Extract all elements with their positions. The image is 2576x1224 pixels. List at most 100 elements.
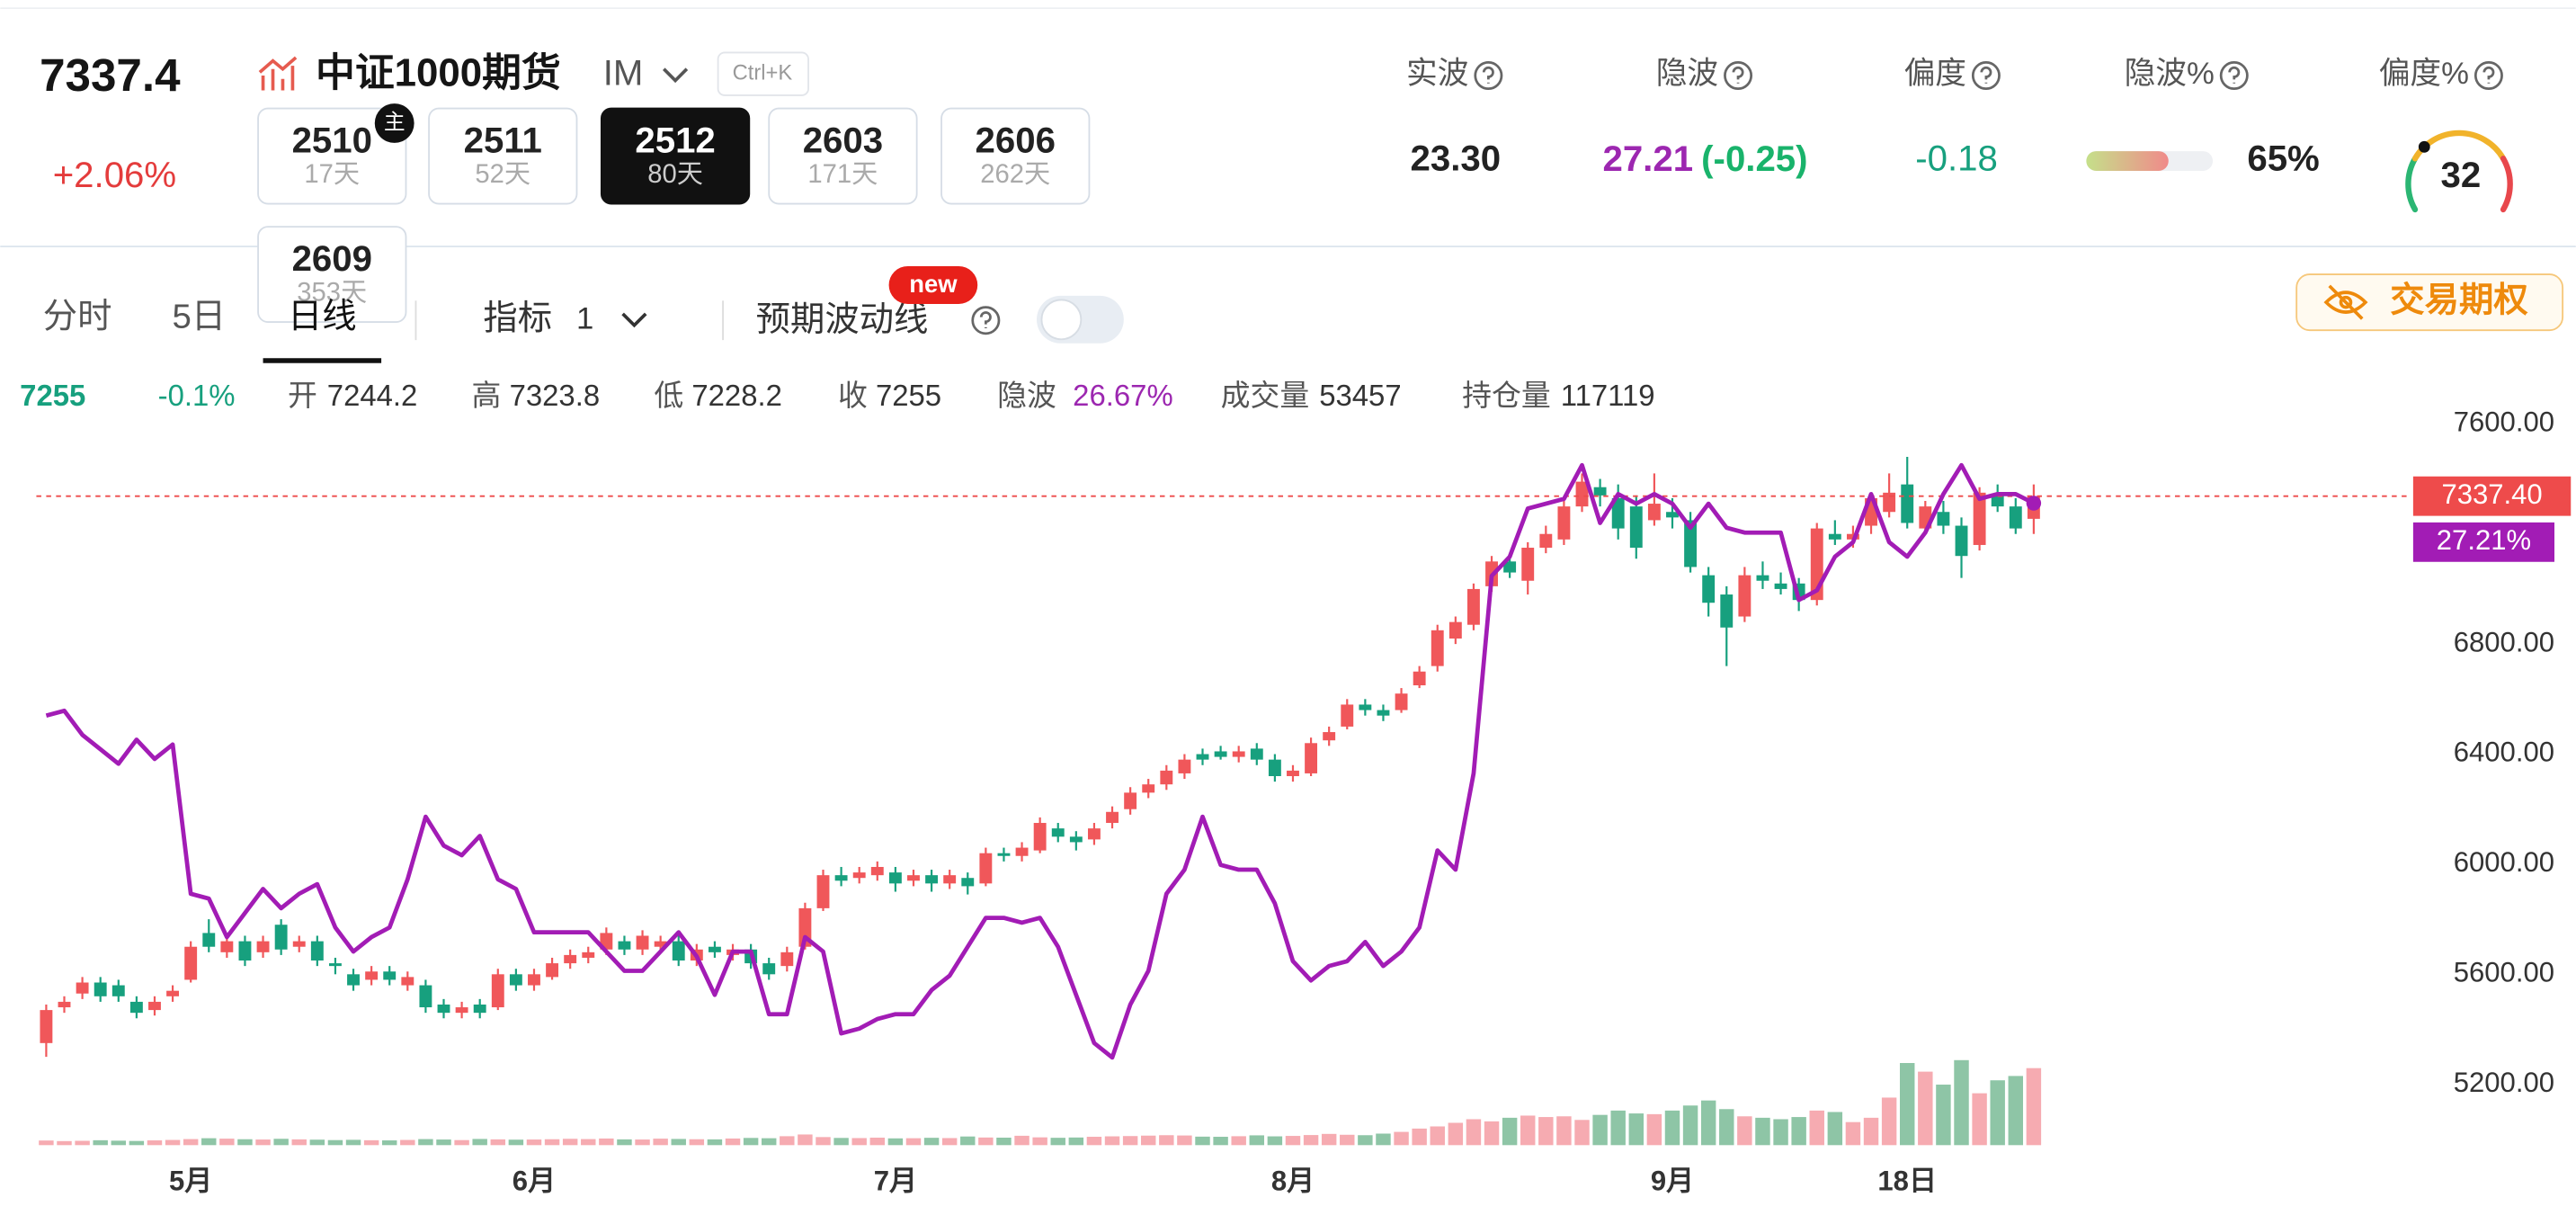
volume-bar — [1140, 1135, 1156, 1146]
candle-body — [1377, 710, 1390, 716]
volume-bar — [1484, 1121, 1500, 1146]
indicator-tab[interactable]: 指标 — [483, 299, 552, 337]
help-icon[interactable] — [1971, 61, 2001, 91]
candle-body — [1720, 594, 1734, 628]
candle-body — [184, 946, 198, 980]
candle-body — [1431, 630, 1444, 666]
volume-bar — [725, 1138, 741, 1146]
candle-body — [1503, 561, 1517, 573]
contract-days: 262天 — [980, 160, 1050, 189]
candle-body — [58, 1001, 71, 1008]
candle-body — [1647, 504, 1661, 521]
candle-body — [1937, 512, 1950, 526]
help-icon[interactable] — [971, 306, 1001, 335]
info-label: 开 — [288, 379, 317, 412]
volume-bar — [617, 1139, 632, 1146]
trade-button-text[interactable]: 交易期权 — [2390, 281, 2528, 319]
candle-body — [1629, 506, 1643, 549]
indicator-chevron[interactable] — [621, 312, 647, 328]
metric-value: 32 — [2441, 155, 2482, 195]
candle-body — [1395, 693, 1408, 710]
last-price-label: 7337.40 — [2441, 478, 2542, 510]
volume-bar — [1376, 1133, 1391, 1146]
candle-body — [1756, 575, 1769, 581]
candle-body — [1124, 792, 1137, 809]
contract-box[interactable] — [428, 107, 578, 205]
candle-body — [708, 946, 721, 952]
trade-button[interactable] — [2295, 273, 2564, 332]
instrument-icon — [258, 56, 298, 91]
candle-body — [870, 866, 884, 876]
expected-vol-tab[interactable]: 预期波动线 — [756, 300, 929, 339]
info-value: 26.67% — [1073, 379, 1173, 412]
help-icon[interactable] — [1724, 61, 1753, 91]
instrument-name[interactable]: 中证1000期货 — [316, 51, 561, 95]
instrument-code[interactable]: IM — [603, 53, 644, 94]
iv-value: 27.21 — [1602, 138, 1693, 179]
volume-bar — [1755, 1117, 1770, 1146]
contract-box[interactable] — [257, 226, 407, 323]
volume-bar — [1574, 1120, 1590, 1146]
volume-bar — [1267, 1136, 1283, 1146]
candle-body — [852, 872, 866, 879]
eye-off-icon — [2323, 284, 2368, 320]
candle-body — [1575, 481, 1589, 507]
volume-bar — [1321, 1133, 1337, 1146]
candle-body — [925, 875, 939, 884]
metric-label: 实波 — [1406, 56, 1468, 91]
implied-vol-last-dot — [2026, 496, 2042, 511]
candle-body — [1359, 704, 1372, 710]
info-label: 低 — [654, 379, 683, 412]
last-iv-tag — [2412, 522, 2554, 562]
volume-bar — [599, 1138, 614, 1146]
help-icon[interactable] — [2219, 61, 2249, 91]
volume-bar — [1664, 1110, 1680, 1146]
y-tick-label: 6400.00 — [2454, 737, 2554, 768]
volume-bar — [887, 1138, 904, 1146]
candle-body — [672, 941, 685, 961]
candle-body — [256, 941, 270, 952]
metric-value: -0.18 — [1915, 138, 1998, 179]
candle-body — [1448, 621, 1462, 639]
tab[interactable]: 分时 — [43, 298, 112, 336]
help-icon[interactable] — [1474, 61, 1503, 91]
candle-body — [274, 925, 288, 950]
volume-bar — [1700, 1100, 1716, 1146]
volume-bar — [1412, 1128, 1427, 1146]
volume-bar — [851, 1138, 867, 1146]
tab[interactable]: 5日 — [172, 298, 226, 336]
dropdown-chevron[interactable] — [663, 67, 689, 84]
tab[interactable]: 日线 — [288, 298, 357, 336]
volume-bar — [1231, 1136, 1246, 1146]
help-icon[interactable] — [2473, 61, 2503, 91]
candle-body — [310, 941, 324, 961]
candle-body — [582, 952, 595, 958]
volume-bar — [2008, 1076, 2024, 1146]
candle-body — [997, 853, 1011, 856]
contract-box[interactable] — [600, 107, 751, 205]
candle-body — [528, 974, 540, 986]
candle-body — [383, 971, 397, 980]
volume-bar — [1394, 1131, 1409, 1146]
volume-bar — [1972, 1093, 1987, 1146]
volume-bar — [129, 1140, 145, 1146]
candle-body — [1178, 759, 1191, 773]
contract-code: 2606 — [976, 121, 1056, 161]
candle-body — [1413, 671, 1426, 686]
contract-box[interactable] — [940, 107, 1091, 205]
info-value: 53457 — [1319, 379, 1401, 412]
volume-bar — [526, 1139, 542, 1146]
contract-box[interactable] — [768, 107, 918, 205]
chart: 7600.00 6800.00 6400.00 6000.00 5600.00 5200.… — [36, 407, 2572, 1197]
candle-body — [1287, 770, 1299, 777]
candle-body — [834, 875, 848, 881]
volume-bar — [219, 1139, 235, 1146]
contract-box[interactable] — [257, 107, 407, 205]
x-tick-label: 18日 — [1877, 1166, 1937, 1197]
candle-body — [491, 974, 504, 1008]
volume-bar — [816, 1137, 831, 1146]
x-tick-label: 8月 — [1271, 1166, 1315, 1197]
volume-bar — [1592, 1114, 1608, 1146]
